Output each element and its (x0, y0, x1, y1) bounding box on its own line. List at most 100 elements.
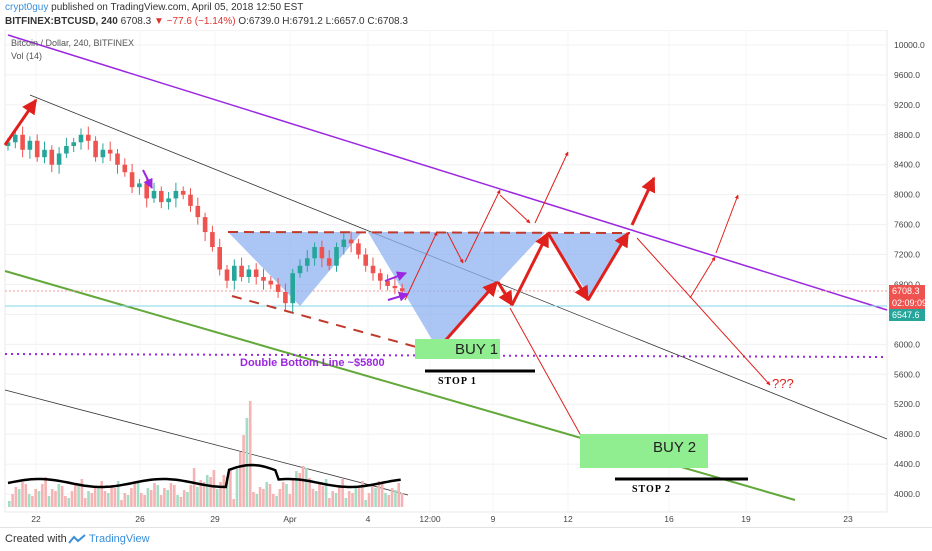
volume-bar (54, 491, 57, 507)
volume-bar (387, 495, 391, 507)
upper-channel-line (7, 34, 888, 311)
created-with-label: Created with (5, 533, 67, 545)
right-cup-shape (548, 233, 630, 297)
time-tick-label: 9 (491, 514, 496, 524)
time-tick-label: 12:00 (419, 514, 441, 524)
candle-body (319, 247, 325, 259)
volume-bar (305, 468, 308, 507)
time-tick-label: Apr (283, 514, 296, 524)
chart-header: crypt0guy published on TradingView.com, … (0, 0, 932, 30)
candle-body (166, 198, 171, 203)
candle-body (210, 232, 215, 248)
stop2-label: STOP 2 (632, 484, 671, 495)
price-tick-label: 6800.0 (894, 279, 920, 289)
volume-bar (11, 494, 14, 507)
volume-bar (268, 484, 272, 507)
time-tick-label: 19 (741, 514, 751, 524)
stop1-label: STOP 1 (438, 376, 477, 387)
volume-indicator-label: Vol (14) (11, 51, 42, 61)
volume-bar (44, 477, 47, 507)
volume-bar (123, 493, 127, 507)
price-chart[interactable]: 4000.04400.04800.05200.05600.06000.06400… (0, 30, 932, 527)
volume-bar (31, 496, 34, 507)
candle-body (144, 183, 149, 199)
volume-bar (324, 479, 328, 507)
tradingview-brand-link[interactable]: TradingView (89, 533, 150, 545)
candle-body (42, 149, 47, 158)
volume-bar (116, 481, 120, 507)
alt-arrow (464, 189, 501, 263)
candle-body (151, 190, 157, 199)
volume-bar (41, 484, 44, 507)
volume-bar (21, 482, 24, 507)
author-link[interactable]: crypt0guy (5, 2, 49, 13)
volume-bar (196, 487, 199, 507)
volume-bar (17, 489, 21, 507)
price-tick-label: 4000.0 (894, 489, 920, 499)
volume-bar (232, 499, 235, 507)
projection-arrow (435, 280, 499, 351)
candle-body (195, 205, 201, 218)
time-tick-label: 29 (210, 514, 220, 524)
volume-bar (83, 498, 87, 507)
volume-bar (314, 491, 318, 507)
candle-body (5, 142, 11, 147)
symbol-line: BITFINEX:BTCUSD, 240 6708.3 ▼ −77.6 (−1.… (5, 16, 408, 27)
question-label: ??? (772, 376, 794, 391)
volume-bar (80, 479, 84, 507)
price-tick-label: 8000.0 (894, 190, 920, 200)
buy1-label: BUY 1 (455, 341, 498, 358)
volume-bar (298, 473, 301, 507)
candle-body (341, 239, 347, 248)
volume-bar (281, 482, 285, 507)
price-tick-label: 8800.0 (894, 130, 920, 140)
purple-arrow (384, 271, 407, 282)
volume-bar (328, 498, 331, 507)
purple-arrow (142, 169, 153, 189)
time-tick-label: 4 (366, 514, 371, 524)
neckline (227, 231, 631, 234)
publish-line: crypt0guy published on TradingView.com, … (5, 2, 303, 13)
volume-bar (24, 484, 28, 507)
volume-bar (239, 452, 242, 507)
volume-bar (202, 482, 206, 507)
volume-bar (347, 491, 351, 507)
volume-bar (120, 500, 123, 507)
volume-bar (245, 418, 249, 507)
volume-bar (291, 478, 295, 507)
projection-arrow (586, 231, 630, 301)
middle-cup-shape (368, 232, 545, 348)
volume-ma-line (7, 463, 401, 489)
candle-body (100, 149, 106, 158)
symbol-label: BITFINEX:BTCUSD, 240 (5, 16, 118, 27)
candle-body (202, 217, 208, 233)
volume-bar (222, 475, 226, 507)
support-line (231, 295, 421, 349)
volume-bar (308, 478, 311, 507)
volume-bar (146, 488, 150, 507)
volume-bar (367, 493, 371, 507)
volume-bar (357, 488, 361, 507)
candle-body (370, 265, 376, 274)
volume-bar (77, 486, 80, 507)
volume-bar (14, 487, 18, 507)
price-tick-label: 8400.0 (894, 160, 920, 170)
volume-bar (166, 490, 169, 507)
volume-bar (377, 481, 381, 507)
price-tick-label: 7600.0 (894, 220, 920, 230)
volume-bar (186, 492, 189, 507)
candle-body (399, 288, 405, 292)
candle-body (217, 247, 222, 270)
candle-body (49, 149, 55, 165)
current-price-badge (889, 309, 925, 321)
candle-body (253, 269, 259, 277)
volume-bar (374, 488, 377, 507)
candle-body (261, 276, 266, 281)
candle-body (334, 247, 339, 266)
volume-bar (133, 481, 136, 507)
volume-bar (60, 486, 64, 507)
volume-bar (229, 470, 232, 507)
volume-bar (311, 489, 315, 507)
candle-body (159, 190, 164, 203)
alt-arrow (499, 194, 531, 224)
